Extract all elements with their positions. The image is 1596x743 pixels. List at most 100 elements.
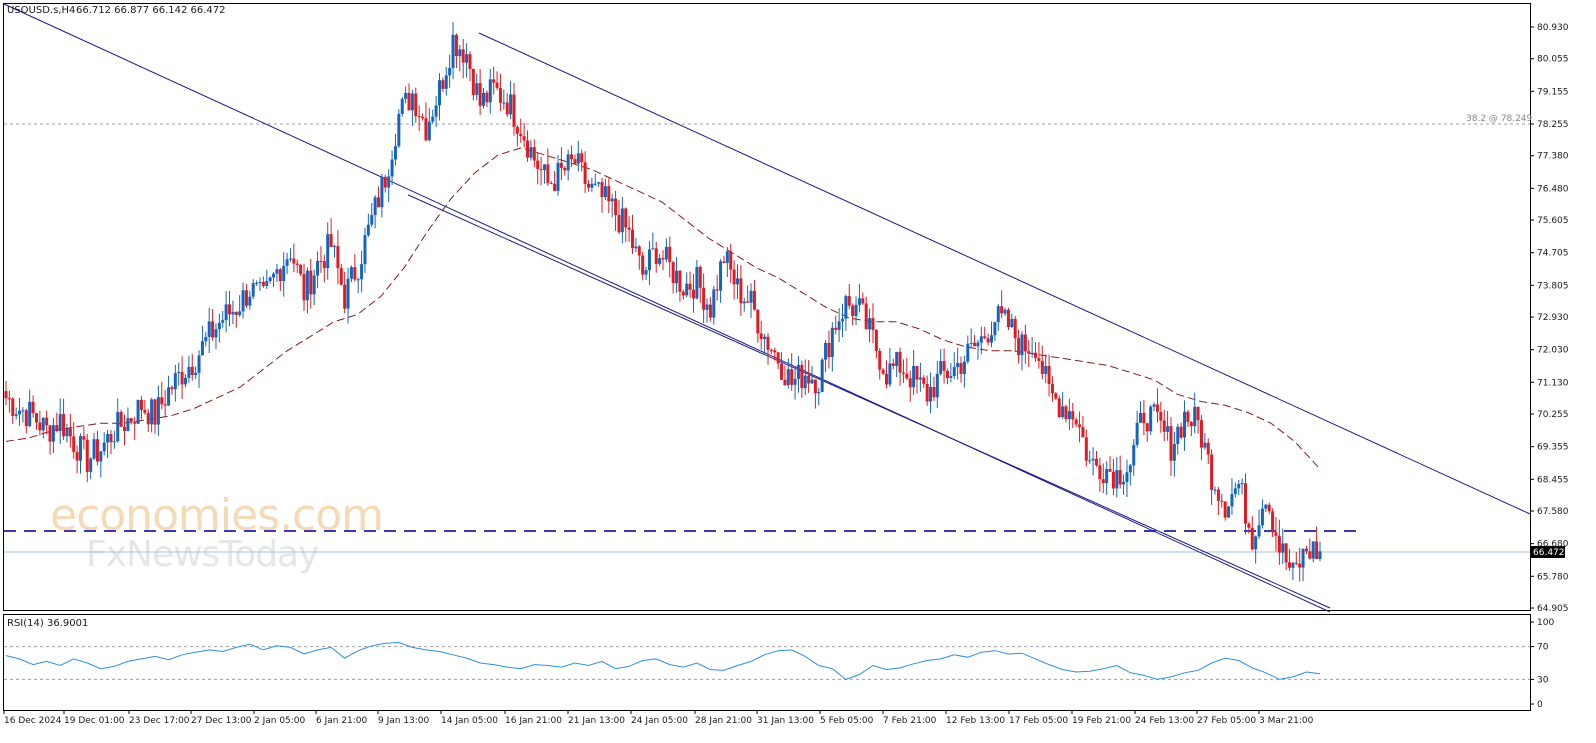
watermark-brand-2: FxNewsToday (86, 534, 319, 575)
candle-body (668, 246, 672, 263)
candle-body (89, 458, 93, 472)
candle-body (1040, 361, 1044, 374)
candle-body (170, 387, 174, 390)
candle-body (329, 234, 333, 248)
candle-body (72, 436, 76, 452)
price-axis-tick-label: 67.580 (1537, 507, 1569, 517)
candle-body (146, 412, 150, 425)
candle-body (1000, 306, 1004, 314)
candle-body (234, 311, 238, 315)
candle-body (1233, 488, 1237, 495)
time-axis-tick-label: 19 Dec 01:00 (64, 716, 125, 726)
candle-body (800, 364, 804, 389)
candle-body (14, 414, 18, 416)
candle-body (339, 268, 343, 285)
candle-body (1162, 420, 1166, 432)
candle-body (1145, 423, 1149, 432)
candle-body (851, 305, 855, 317)
candle-body (55, 425, 59, 432)
channel-upper-line[interactable] (478, 32, 1531, 515)
price-axis-tick-label: 72.930 (1537, 313, 1569, 323)
candle-body (949, 376, 953, 378)
candle-body (773, 350, 777, 353)
fib-level-label: 38.2 @ 78.249 (1466, 114, 1533, 124)
candle-body (1257, 525, 1261, 537)
candle-body (576, 153, 580, 164)
candle-body (1243, 483, 1247, 524)
candle-body (675, 270, 679, 284)
candle-body (597, 182, 601, 184)
candle-body (278, 269, 282, 282)
price-pane-frame (3, 3, 1531, 611)
time-axis-tick-label: 16 Jan 21:00 (505, 716, 562, 726)
price-axis-tick-label: 80.055 (1537, 55, 1569, 65)
long-resistance-line[interactable] (3, 3, 1331, 613)
candle-body (1281, 543, 1285, 553)
candle-body (559, 162, 563, 168)
candle-body (1264, 504, 1268, 509)
candle-body (688, 283, 692, 290)
candle-body (698, 266, 702, 288)
candle-body (1084, 437, 1088, 461)
candle-body (932, 386, 936, 398)
candle-body (895, 351, 899, 367)
candle-body (444, 75, 448, 89)
candle-body (333, 246, 336, 248)
channel-lower-line[interactable] (407, 194, 1331, 609)
candle-body (912, 366, 916, 388)
candle-body (1010, 318, 1014, 328)
candle-body (28, 401, 32, 427)
candle-body (1247, 523, 1251, 528)
candle-body (261, 282, 265, 287)
candle-body (1308, 551, 1312, 559)
rsi-axis-tick-label: 0 (1537, 700, 1543, 710)
candle-body (915, 366, 919, 380)
candle-body (1240, 483, 1244, 485)
candle-body (739, 278, 743, 304)
candle-body (190, 366, 194, 376)
candle-body (139, 399, 143, 410)
candle-body (796, 364, 800, 379)
candle-body (275, 269, 279, 274)
candle-body (380, 176, 384, 208)
candle-body (1186, 411, 1190, 423)
candle-body (712, 289, 716, 318)
candle-body (1108, 469, 1112, 472)
time-axis-tick-label: 19 Feb 21:00 (1072, 716, 1131, 726)
candle-body (654, 248, 658, 264)
candle-body (780, 363, 784, 380)
candle-body (834, 327, 838, 330)
candle-body (4, 390, 8, 399)
candle-body (976, 342, 980, 347)
candle-body (468, 54, 472, 69)
candle-body (451, 34, 455, 68)
candle-body (939, 361, 943, 374)
candle-body (719, 261, 723, 291)
candle-body (160, 397, 164, 405)
candle-body (82, 436, 86, 440)
candle-body (661, 258, 665, 260)
candle-body (505, 102, 509, 115)
candle-body (566, 154, 570, 171)
candle-body (1274, 532, 1278, 536)
candle-body (1172, 443, 1176, 461)
candle-body (1081, 427, 1085, 438)
candle-body (1237, 483, 1241, 489)
candle-body (1152, 404, 1156, 407)
time-axis-tick-label: 27 Feb 05:00 (1197, 716, 1256, 726)
candle-body (603, 186, 607, 198)
candle-body (617, 214, 621, 233)
price-axis-tick-label: 71.130 (1537, 378, 1569, 388)
candle-body (207, 321, 211, 337)
candle-body (102, 442, 106, 452)
current-price-tag-text: 66.472 (1533, 548, 1565, 558)
candle-body (173, 373, 177, 390)
candle-body (695, 266, 699, 299)
candle-body (918, 377, 922, 380)
candle-body (123, 426, 127, 432)
candle-body (749, 290, 753, 303)
candle-body (854, 304, 858, 317)
candle-body (390, 159, 394, 177)
